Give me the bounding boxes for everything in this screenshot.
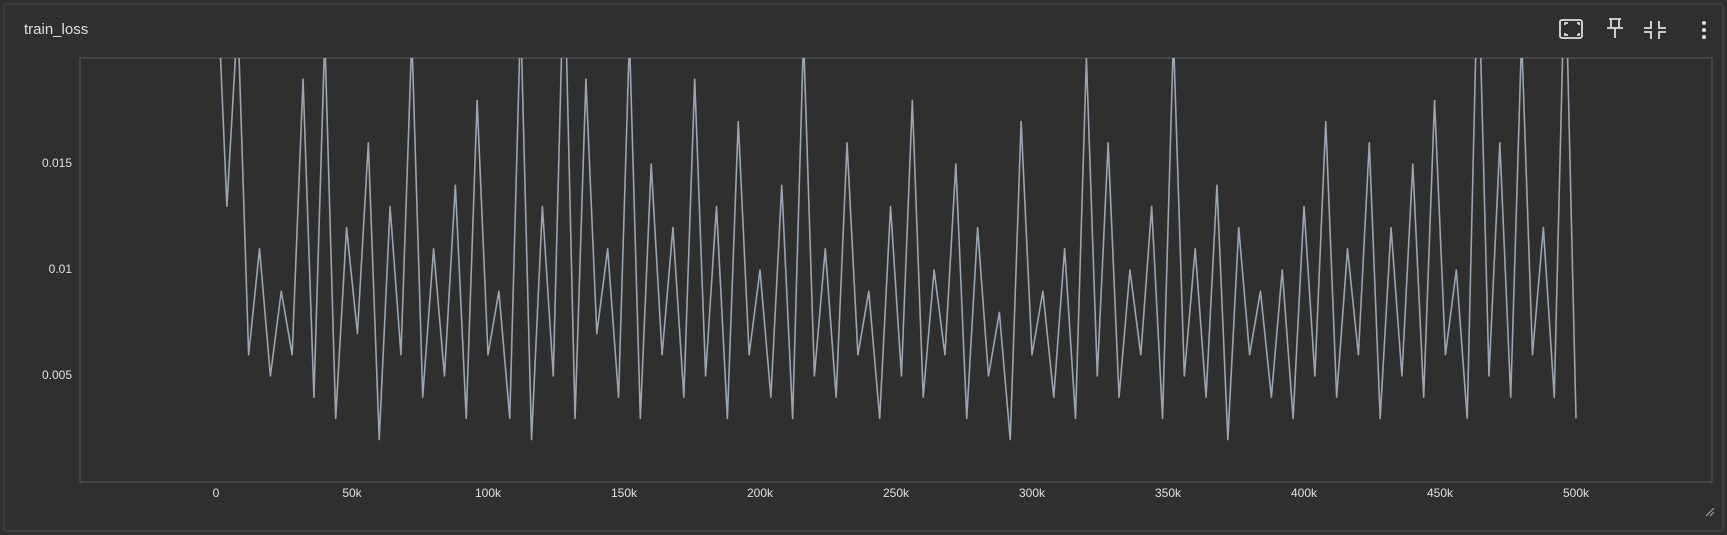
y-tick-label: 0.015	[42, 156, 72, 170]
x-tick-label: 0	[213, 486, 220, 500]
menu-button[interactable]	[1702, 21, 1706, 39]
series-line	[219, 58, 1577, 441]
tick-labels: 0.005 0.01 0.015 0 50k 100k 150k 200k 250k 300k 35…	[42, 156, 1590, 500]
card-border	[3, 3, 1724, 532]
y-tick-label: 0.01	[49, 262, 73, 276]
x-tick-label: 300k	[1019, 486, 1046, 500]
chart-title: train_loss	[24, 21, 88, 38]
x-tick-label: 450k	[1427, 486, 1454, 500]
x-tick-label: 350k	[1155, 486, 1182, 500]
fit-domain-button[interactable]	[1559, 19, 1583, 39]
toolbar	[1559, 18, 1706, 39]
collapse-button[interactable]	[1644, 21, 1666, 39]
resize-handle[interactable]	[1705, 507, 1715, 517]
plot-frame	[79, 57, 1713, 483]
pin-button[interactable]	[1607, 18, 1623, 38]
x-tick-label: 50k	[342, 486, 362, 500]
x-tick-label: 250k	[883, 486, 910, 500]
x-tick-label: 200k	[747, 486, 774, 500]
x-tick-label: 150k	[611, 486, 638, 500]
plot-area	[219, 58, 1577, 441]
x-tick-label: 400k	[1291, 486, 1318, 500]
x-tick-label: 100k	[475, 486, 502, 500]
x-tick-label: 500k	[1563, 486, 1590, 500]
y-tick-label: 0.005	[42, 368, 72, 382]
